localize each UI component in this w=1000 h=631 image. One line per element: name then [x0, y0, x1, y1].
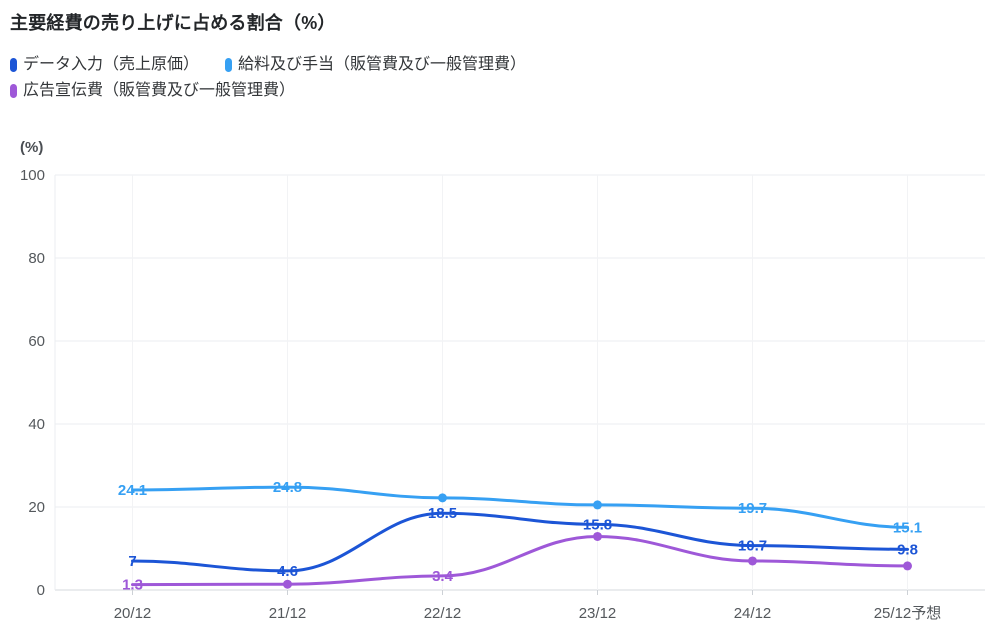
x-tick-label: 24/12 — [734, 605, 772, 622]
x-tick-label: 22/12 — [424, 605, 462, 622]
data-point-label: 1.3 — [122, 577, 143, 594]
legend-row-1: データ入力（売上原価） 給料及び手当（販管費及び一般管理費） — [10, 55, 526, 75]
data-point-dot[interactable] — [593, 531, 602, 541]
legend-item-salaries[interactable]: 給料及び手当（販管費及び一般管理費） — [225, 55, 526, 75]
data-point-label: 19.7 — [738, 500, 767, 517]
data-point-label: 24.1 — [118, 482, 147, 499]
x-tick-label: 23/12 — [579, 605, 617, 622]
y-axis-unit-label: (%) — [20, 139, 43, 156]
chart-legend: データ入力（売上原価） 給料及び手当（販管費及び一般管理費） 広告宣伝費（販管費… — [10, 55, 526, 101]
legend-item-label: 給料及び手当（販管費及び一般管理費） — [238, 56, 527, 73]
legend-marker-icon — [10, 84, 17, 98]
data-point-dot[interactable] — [438, 493, 447, 503]
legend-marker-icon — [10, 58, 17, 72]
data-point-label: 24.8 — [273, 479, 302, 496]
data-point-dot[interactable] — [903, 561, 912, 571]
data-point-label: 9.8 — [897, 541, 918, 558]
data-point-label: 7 — [128, 553, 136, 570]
y-tick-label: 20 — [28, 499, 45, 516]
y-tick-label: 0 — [37, 582, 45, 599]
x-tick-label: 21/12 — [269, 605, 307, 622]
legend-marker-icon — [225, 58, 233, 72]
y-tick-label: 80 — [28, 250, 45, 267]
series-line — [131, 511, 909, 573]
legend-item-advertising[interactable]: 広告宣伝費（販管費及び一般管理費） — [10, 81, 295, 101]
data-point-label: 15.8 — [583, 516, 612, 533]
legend-item-data-input[interactable]: データ入力（売上原価） — [10, 55, 199, 75]
legend-item-label: 広告宣伝費（販管費及び一般管理費） — [23, 82, 296, 99]
data-point-label: 10.7 — [738, 538, 767, 555]
x-tick-label: 20/12 — [114, 605, 152, 622]
data-point-dot[interactable] — [748, 556, 757, 566]
y-tick-label: 40 — [28, 416, 45, 433]
legend-item-label: データ入力（売上原価） — [23, 56, 200, 73]
data-point-label: 3.4 — [432, 568, 454, 585]
page-title: 主要経費の売り上げに占める割合（%） — [10, 13, 336, 33]
data-point-label: 18.5 — [428, 505, 457, 522]
series-line — [131, 485, 909, 529]
data-point-dot[interactable] — [283, 579, 292, 589]
data-point-label: 4.6 — [277, 563, 298, 580]
data-point-dot[interactable] — [593, 500, 602, 510]
y-tick-label: 100 — [20, 167, 45, 184]
y-tick-label: 60 — [28, 333, 45, 350]
legend-row-2: 広告宣伝費（販管費及び一般管理費） — [10, 81, 526, 101]
data-point-label: 15.1 — [893, 519, 922, 536]
x-tick-label: 25/12予想 — [874, 605, 942, 622]
series-line — [131, 534, 909, 587]
